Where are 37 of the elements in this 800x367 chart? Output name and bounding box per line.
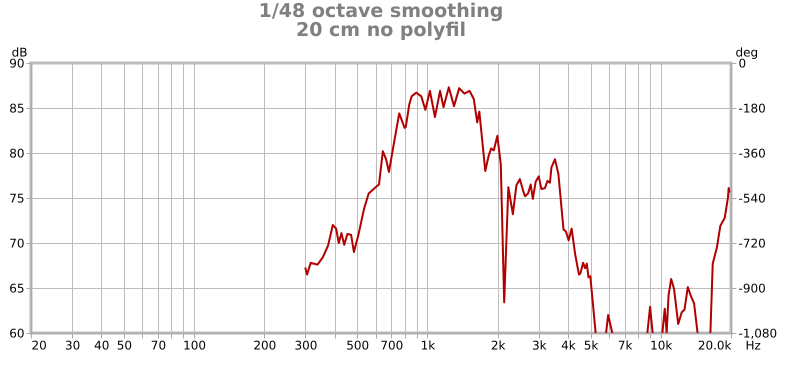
y-tick-label: 85: [9, 102, 24, 116]
chart-subtitle: 20 cm no polyfil: [296, 19, 466, 41]
y2-tick-label: -360: [738, 146, 766, 160]
y2-tick-label: -180: [738, 102, 766, 116]
x-tick-label: 30: [64, 338, 80, 352]
x-tick-label: 10k: [650, 338, 672, 352]
x-tick-label: 70: [150, 338, 166, 352]
x-tick-label: 7k: [618, 338, 632, 352]
x-tick-label: 300: [294, 338, 318, 352]
x-tick-label: 100: [183, 338, 206, 352]
y2-tick-label: -1,080: [738, 326, 778, 340]
y-tick-label: 90: [9, 56, 24, 70]
y2-tick-label: -540: [738, 192, 766, 206]
x-tick-label: 50: [116, 338, 132, 352]
y-tick-label: 70: [9, 236, 24, 250]
x-tick-label: 20: [32, 338, 47, 352]
x-tick-label: 4k: [561, 338, 576, 352]
y-tick-label: 65: [9, 282, 24, 296]
x-tick-label: 2k: [490, 338, 506, 352]
y2-axis-title: deg: [736, 46, 758, 60]
y-axis-title: dB: [12, 46, 28, 60]
x-tick-label: 700: [380, 338, 404, 352]
x-axis-title: Hz: [746, 338, 761, 352]
x-tick-label: 500: [346, 338, 370, 352]
y-tick-label: 80: [9, 146, 24, 160]
x-tick-label: 200: [253, 338, 276, 352]
y-tick-label: 75: [9, 192, 24, 206]
x-tick-label: 20.0k: [698, 338, 732, 352]
y2-tick-label: -720: [738, 236, 766, 250]
x-tick-label: 1k: [420, 338, 436, 352]
x-tick-label: 5k: [584, 338, 598, 352]
chart-title: 1/48 octave smoothing: [258, 0, 504, 22]
y2-tick-label: -900: [738, 282, 766, 296]
x-tick-label: 3k: [532, 338, 547, 352]
y2-tick-label: 0: [738, 56, 746, 70]
y-tick-label: 60: [9, 326, 24, 340]
x-tick-label: 40: [94, 338, 110, 352]
